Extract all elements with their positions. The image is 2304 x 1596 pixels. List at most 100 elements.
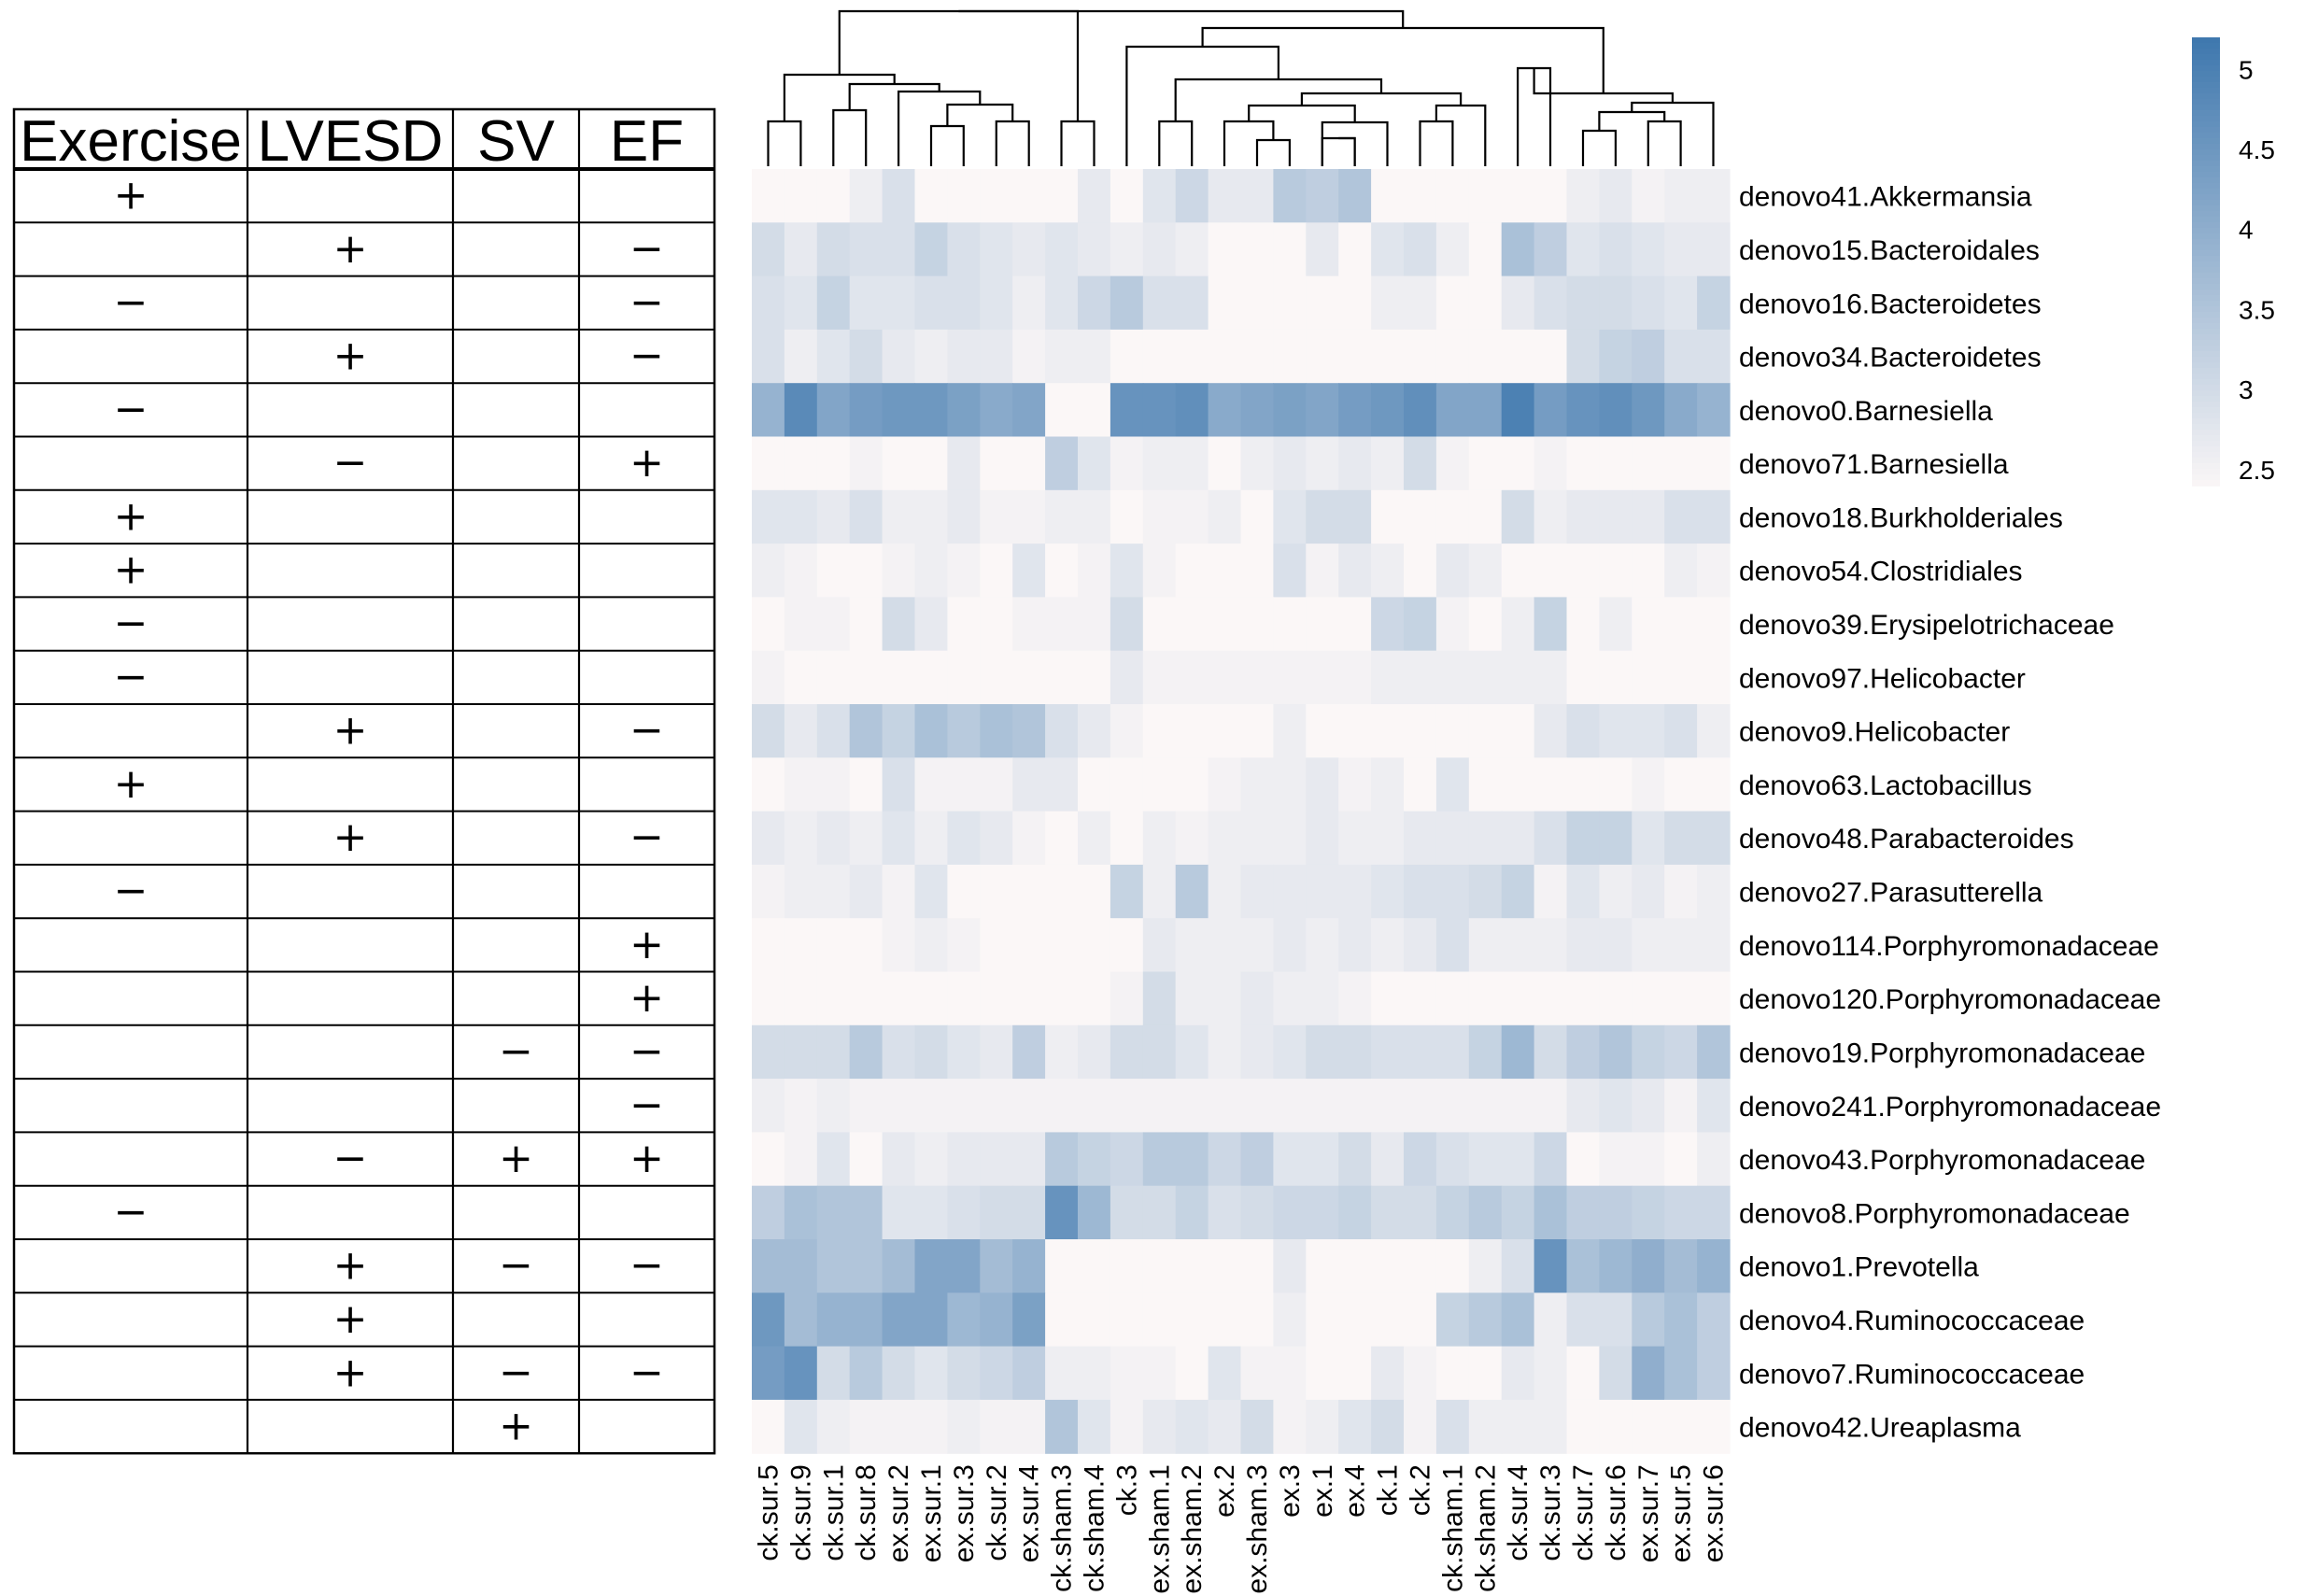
heatmap-cell [1012, 1024, 1046, 1080]
heatmap-cell [1306, 650, 1339, 705]
heatmap-cell [1012, 1292, 1046, 1348]
row-label: denovo18.Burkholderiales [1739, 502, 2063, 533]
heatmap-cell [1435, 597, 1470, 652]
legend-gradient-step [2192, 424, 2220, 431]
heatmap-cell [947, 704, 981, 758]
heatmap-cell [1045, 1185, 1079, 1240]
heatmap-cell [1566, 811, 1600, 866]
heatmap-cell [1142, 650, 1177, 705]
heatmap-cell [1435, 1399, 1470, 1454]
heatmap-cell [1697, 1132, 1731, 1187]
heatmap-cell [1306, 436, 1339, 491]
heatmap-cell [1468, 222, 1503, 277]
row-label: denovo19.Porphyromonadaceae [1739, 1038, 2145, 1069]
heatmap-cell [1175, 1239, 1209, 1293]
legend-gradient-step [2192, 261, 2220, 268]
heatmap-cell [1404, 1185, 1437, 1240]
heatmap-cell [1501, 918, 1535, 973]
heatmap-cell [1208, 1024, 1242, 1080]
heatmap-cell [1468, 383, 1503, 438]
heatmap-cell [1110, 436, 1144, 491]
heatmap-cell [1338, 1132, 1372, 1187]
heatmap-cell [882, 489, 916, 544]
heatmap-cell [1273, 383, 1307, 438]
effect-sign: + [499, 1135, 533, 1182]
heatmap-cell [980, 544, 1013, 598]
heatmap-cell [980, 704, 1013, 758]
heatmap-cell [1338, 864, 1372, 919]
heatmap-cell [882, 275, 916, 331]
heatmap-cell [1012, 275, 1046, 331]
effect-sign: − [629, 1349, 664, 1396]
heatmap-cell [1045, 1399, 1079, 1454]
row-label: denovo1.Prevotella [1739, 1252, 1979, 1283]
heatmap-cell [947, 1185, 981, 1240]
heatmap-cell [784, 757, 818, 812]
legend-gradient-step [2192, 430, 2220, 436]
heatmap-cell [1371, 1024, 1405, 1080]
heatmap-cell [1697, 811, 1731, 866]
heatmap-cell [947, 864, 981, 919]
effect-sign: + [333, 1349, 368, 1396]
column-label: ck.sur.1 [818, 1464, 849, 1561]
heatmap-cell [914, 757, 948, 812]
dendrogram-branch [767, 120, 802, 166]
heatmap-cell [1534, 1132, 1568, 1187]
heatmap-cell [1435, 1185, 1470, 1240]
dendrogram-branch [1647, 120, 1682, 166]
heatmap-cell [1110, 222, 1144, 277]
heatmap-cell [1404, 383, 1437, 438]
heatmap-cell [1566, 704, 1600, 758]
heatmap-cell [1371, 650, 1405, 705]
heatmap-cell [980, 1079, 1013, 1133]
heatmap-cell [1240, 489, 1274, 544]
legend-gradient-step [2192, 469, 2220, 475]
legend-gradient-step [2192, 222, 2220, 229]
heatmap-cell [1012, 757, 1046, 812]
heatmap-cell [752, 1024, 785, 1080]
legend-gradient-step [2192, 379, 2220, 386]
legend-gradient-step [2192, 77, 2220, 83]
heatmap-cell [1501, 811, 1535, 866]
heatmap-cell [980, 222, 1013, 277]
heatmap-cell [1240, 864, 1274, 919]
heatmap-cell [914, 329, 948, 384]
heatmap-cell [752, 971, 785, 1026]
heatmap-cell [1501, 436, 1535, 491]
legend-gradient-step [2192, 110, 2220, 117]
heatmap-cell [980, 1185, 1013, 1240]
legend-gradient-step [2192, 463, 2220, 470]
heatmap-cell [1012, 1346, 1046, 1401]
heatmap-cell [752, 222, 785, 277]
heatmap-cell [1306, 1079, 1339, 1133]
heatmap-cell [980, 597, 1013, 652]
legend-gradient-step [2192, 368, 2220, 374]
row-label: denovo0.Barnesiella [1739, 396, 1993, 427]
heatmap-cell [1599, 383, 1633, 438]
heatmap-cell [1371, 169, 1405, 223]
heatmap-cell [1208, 971, 1242, 1026]
heatmap-cell [784, 489, 818, 544]
heatmap-cell [816, 1079, 851, 1133]
legend-tick-label: 5 [2239, 55, 2254, 84]
heatmap-cell [1501, 169, 1535, 223]
heatmap-cell [882, 222, 916, 277]
heatmap-cell [752, 704, 785, 758]
column-label: ck.sur.7 [1568, 1464, 1599, 1561]
heatmap-cell [816, 864, 851, 919]
heatmap-cell [1435, 650, 1470, 705]
heatmap-cell [816, 1132, 851, 1187]
heatmap-cell [1045, 383, 1079, 438]
heatmap-cell [1599, 1292, 1633, 1348]
heatmap-cell [1273, 1346, 1307, 1401]
heatmap-cell [1110, 1132, 1144, 1187]
row-label: denovo63.Lactobacillus [1739, 770, 2032, 801]
heatmap-cell [1664, 169, 1698, 223]
legend-gradient-step [2192, 239, 2220, 246]
column-label: ex.sur.1 [916, 1464, 947, 1562]
heatmap-cell [882, 918, 916, 973]
heatmap-cell [1012, 918, 1046, 973]
heatmap-cell [1468, 169, 1503, 223]
legend-gradient-step [2192, 172, 2220, 178]
heatmap-cell [1435, 704, 1470, 758]
